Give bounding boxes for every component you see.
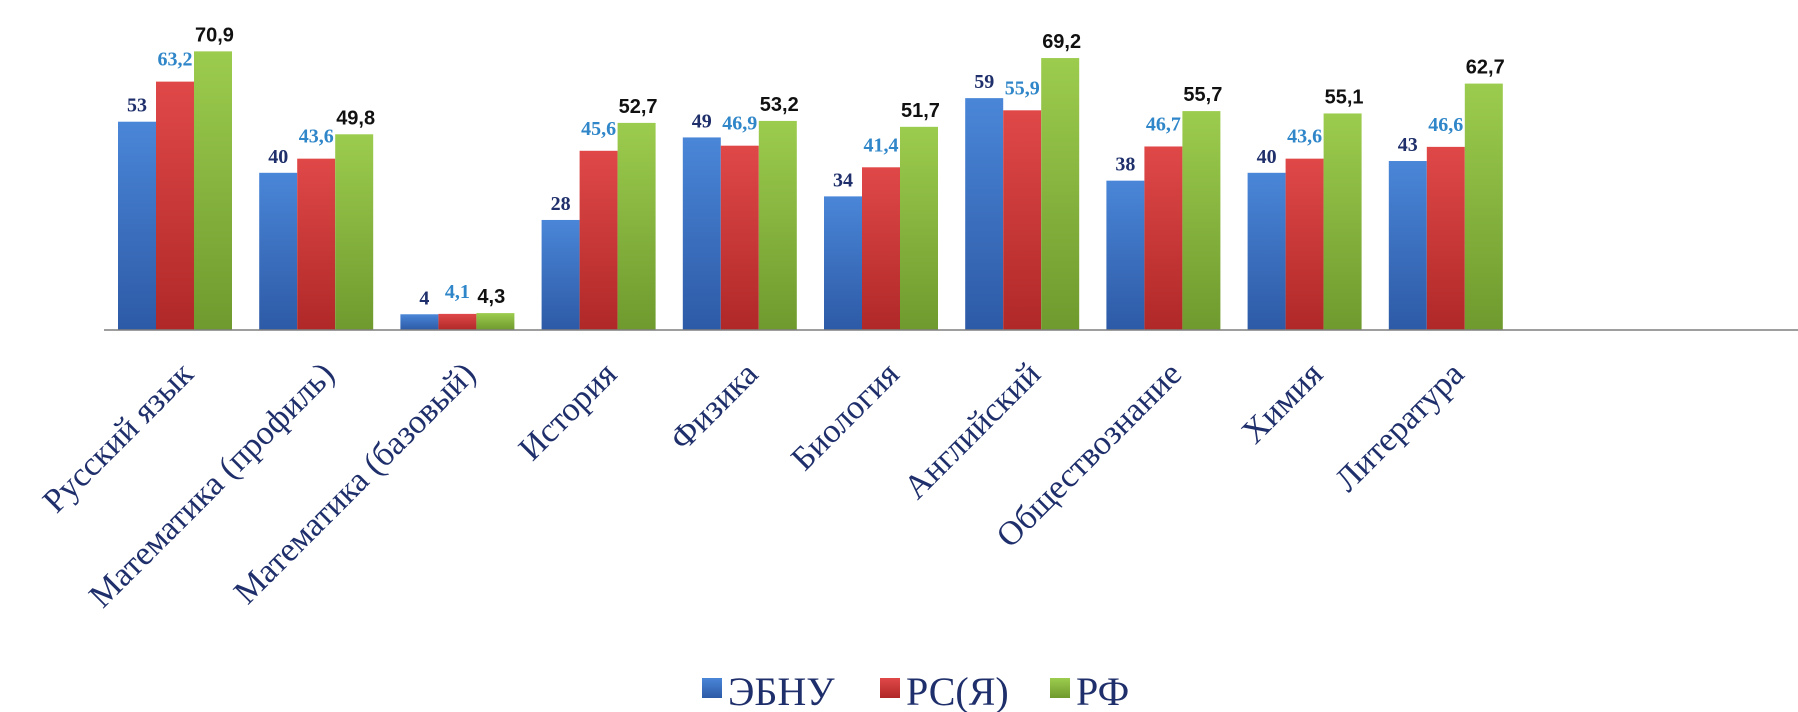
bar-РС(Я)-Математика (профиль): [297, 158, 336, 330]
data-label-РФ-Математика (базовый): 4,3: [477, 286, 505, 308]
category-label: Математика (базовый): [227, 355, 483, 611]
bar-РФ-Русский язык: [194, 51, 232, 330]
data-label-РС(Я)-Английский: 55,9: [1005, 77, 1040, 99]
data-label-РС(Я)-Математика (профиль): 43,6: [299, 126, 334, 148]
data-label-РС(Я)-Физика: 46,9: [722, 113, 757, 135]
bar-РФ-Биология: [900, 126, 938, 330]
data-label-ЭБНУ-Физика: 49: [692, 110, 712, 132]
category-label: История: [512, 355, 625, 468]
bar-ЭБНУ-Математика (профиль): [259, 172, 298, 330]
data-label-РС(Я)-Обществознание: 46,7: [1146, 113, 1181, 135]
data-label-РФ-Русский язык: 70,9: [195, 24, 234, 46]
bar-ЭБНУ-История: [541, 219, 580, 330]
data-label-РС(Я)-Математика (базовый): 4,1: [445, 281, 470, 303]
legend-swatch-РС(Я): [880, 678, 900, 698]
bar-ЭБНУ-Английский: [965, 98, 1004, 330]
data-label-ЭБНУ-Математика (профиль): 40: [268, 146, 288, 168]
data-label-ЭБНУ-Математика (базовый): 4: [419, 287, 429, 309]
legend-label-РФ: РФ: [1076, 669, 1129, 712]
bar-ЭБНУ-Литература: [1388, 161, 1427, 330]
bar-ЭБНУ-Обществознание: [1106, 180, 1145, 330]
bar-ЭБНУ-Физика: [682, 137, 721, 330]
bar-РС(Я)-Литература: [1426, 146, 1465, 330]
data-label-РФ-Обществознание: 55,7: [1183, 84, 1222, 106]
bar-РФ-Химия: [1323, 113, 1362, 330]
bar-РС(Я)-История: [579, 150, 618, 330]
legend-swatch-РФ: [1050, 678, 1070, 698]
category-label: Математика (профиль): [82, 355, 342, 615]
legend-swatch-ЭБНУ: [702, 678, 722, 698]
bar-РФ-Математика (профиль): [335, 134, 374, 330]
bars-group: [118, 51, 1503, 331]
data-label-РС(Я)-История: 45,6: [581, 118, 616, 140]
data-label-РС(Я)-Литература: 46,6: [1428, 114, 1463, 136]
data-label-ЭБНУ-Обществознание: 38: [1115, 154, 1135, 176]
bar-РФ-Обществознание: [1182, 111, 1221, 330]
category-label: Биология: [784, 355, 907, 478]
bar-РС(Я)-Математика (базовый): [438, 313, 477, 330]
bar-РС(Я)-Английский: [1003, 110, 1042, 330]
data-label-РФ-Физика: 53,2: [760, 94, 799, 116]
data-label-ЭБНУ-История: 28: [551, 193, 571, 215]
legend-label-РС(Я): РС(Я): [906, 669, 1009, 712]
bar-РФ-Литература: [1464, 83, 1503, 331]
bar-РФ-Физика: [758, 120, 797, 330]
data-label-РФ-Литература: 62,7: [1466, 57, 1505, 79]
data-label-РФ-Английский: 69,2: [1042, 31, 1081, 53]
data-label-ЭБНУ-Химия: 40: [1257, 146, 1277, 168]
data-label-РС(Я)-Биология: 41,4: [864, 134, 899, 156]
bar-РС(Я)-Русский язык: [156, 81, 194, 331]
bar-РФ-История: [617, 122, 656, 330]
bar-РС(Я)-Химия: [1285, 158, 1324, 330]
category-label: Химия: [1235, 355, 1331, 451]
bar-ЭБНУ-Биология: [824, 196, 862, 330]
data-label-РФ-Математика (профиль): 49,8: [336, 107, 375, 129]
bar-РФ-Математика (базовый): [476, 313, 515, 330]
bar-РС(Я)-Биология: [862, 167, 900, 330]
legend: ЭБНУ РС(Я) РФ: [702, 669, 1129, 712]
bar-РС(Я)-Физика: [720, 145, 759, 330]
data-label-ЭБНУ-Литература: 43: [1398, 134, 1418, 156]
data-label-РФ-История: 52,7: [619, 96, 658, 118]
bar-РС(Я)-Обществознание: [1144, 146, 1183, 330]
legend-label-ЭБНУ: ЭБНУ: [728, 669, 835, 712]
data-label-РС(Я)-Химия: 43,6: [1287, 126, 1322, 148]
data-label-РФ-Биология: 51,7: [901, 100, 940, 122]
category-label: Литература: [1328, 355, 1471, 498]
category-label: Английский: [897, 355, 1048, 506]
bar-ЭБНУ-Математика (базовый): [400, 314, 439, 330]
data-label-РФ-Химия: 55,1: [1325, 86, 1364, 108]
bar-ЭБНУ-Русский язык: [118, 121, 156, 331]
data-label-ЭБНУ-Русский язык: 53: [127, 95, 147, 117]
data-label-ЭБНУ-Биология: 34: [833, 169, 853, 191]
bar-РФ-Английский: [1041, 58, 1080, 330]
bar-ЭБНУ-Химия: [1247, 172, 1286, 330]
category-label: Физика: [663, 355, 765, 457]
data-label-ЭБНУ-Английский: 59: [974, 71, 994, 93]
data-label-РС(Я)-Русский язык: 63,2: [158, 49, 193, 71]
